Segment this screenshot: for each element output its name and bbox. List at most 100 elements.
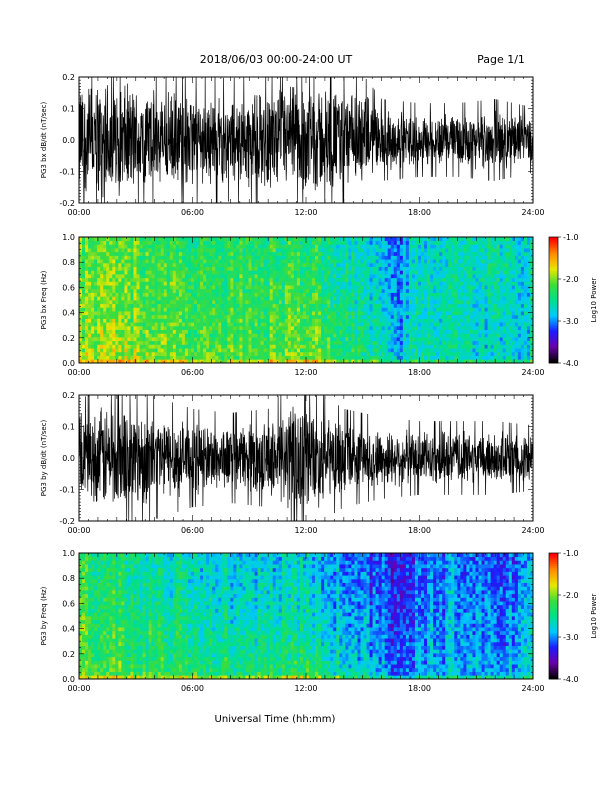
spectrogram-cell	[227, 314, 231, 319]
spectrogram-cell	[302, 348, 307, 353]
spectrogram-cell	[402, 296, 407, 301]
spectrogram-cell	[248, 314, 252, 319]
spectrogram-cell	[402, 288, 407, 293]
spectrogram-cell	[206, 274, 210, 279]
spectrogram-cell	[463, 255, 467, 260]
spectrogram-cell	[284, 344, 289, 349]
spectrogram-cell	[393, 329, 398, 334]
spectrogram-cell	[106, 329, 110, 334]
spectrogram-cell	[130, 274, 134, 279]
spectrogram-cell	[251, 348, 255, 353]
spectrogram-cell	[82, 333, 86, 338]
spectrogram-cell	[284, 266, 289, 271]
spectrogram-cell	[178, 311, 183, 316]
spectrogram-cell	[324, 259, 328, 264]
spectrogram-cell	[218, 314, 222, 319]
spectrogram-cell	[360, 262, 364, 267]
spectrogram-cell	[284, 274, 289, 279]
spectrogram-cell	[103, 255, 107, 260]
spectrogram-cell	[172, 296, 177, 301]
spectrogram-cell	[333, 281, 337, 286]
spectrogram-cell	[457, 240, 461, 245]
spectrogram-cell	[163, 248, 168, 253]
spectrogram-cell	[215, 322, 219, 327]
spectrogram-cell	[112, 325, 116, 330]
spectrogram-cell	[194, 255, 198, 260]
spectrogram-cell	[436, 307, 440, 312]
spectrogram-cell	[215, 355, 219, 360]
spectrogram-cell	[312, 359, 316, 364]
spectrogram-cell	[190, 277, 195, 282]
spectrogram-cell	[287, 248, 292, 253]
spectrogram-cell	[375, 348, 379, 353]
spectrogram-cell	[296, 296, 301, 301]
spectrogram-cell	[445, 288, 449, 293]
spectrogram-cell	[260, 348, 264, 353]
spectrogram-cell	[139, 355, 143, 360]
spectrogram-cell	[460, 333, 464, 338]
spectrogram-cell	[493, 285, 498, 290]
spectrogram-cell	[224, 318, 228, 323]
spectrogram-cell	[496, 244, 501, 249]
spectrogram-cell	[442, 240, 446, 245]
spectrogram-cell	[257, 296, 261, 301]
spectrogram-cell	[94, 259, 98, 264]
spectrogram-cell	[481, 281, 485, 286]
spectrogram-cell	[127, 277, 131, 282]
spectrogram-cell	[157, 262, 162, 267]
spectrogram-cell	[375, 240, 379, 245]
spectrogram-cell	[230, 285, 234, 290]
spectrogram-cell	[248, 237, 252, 242]
spectrogram-cell	[339, 300, 343, 305]
spectrogram-cell	[115, 248, 119, 253]
spectrogram-cell	[106, 337, 110, 342]
spectrogram-cell	[251, 281, 255, 286]
spectrogram-cell	[402, 348, 407, 353]
spectrogram-cell	[399, 270, 404, 275]
spectrogram-cell	[354, 251, 358, 256]
spectrogram-cell	[408, 311, 413, 316]
spectrogram-cell	[139, 281, 143, 286]
spectrogram-cell	[187, 277, 192, 282]
spectrogram-cell	[472, 337, 476, 342]
spectrogram-cell	[433, 285, 437, 290]
spectrogram-cell	[251, 351, 255, 356]
spectrogram-cell	[466, 329, 470, 334]
spectrogram-cell	[197, 251, 201, 256]
spectrogram-cell	[200, 333, 204, 338]
spectrogram-cell	[184, 262, 189, 267]
spectrogram-cell	[197, 237, 201, 242]
spectrogram-cell	[266, 318, 271, 323]
spectrogram-cell	[363, 325, 367, 330]
spectrogram-cell	[215, 237, 219, 242]
spectrogram-cell	[190, 296, 195, 301]
spectrogram-cell	[451, 307, 455, 312]
spectrogram-cell	[221, 262, 225, 267]
spectrogram-cell	[396, 285, 401, 290]
spectrogram-cell	[190, 333, 195, 338]
spectrogram-cell	[184, 303, 189, 308]
spectrogram-cell	[215, 348, 219, 353]
spectrogram-cell	[166, 270, 171, 275]
spectrogram-cell	[281, 314, 286, 319]
spectrogram-cell	[190, 292, 195, 297]
spectrogram-cell	[190, 311, 195, 316]
spectrogram-cell	[315, 240, 319, 245]
spectrogram-cell	[130, 292, 134, 297]
spectrogram-cell	[393, 285, 398, 290]
spectrogram-cell	[490, 251, 495, 256]
spectrogram-cell	[287, 329, 292, 334]
spectrogram-cell	[106, 314, 110, 319]
spectrogram-cell	[215, 281, 219, 286]
spectrogram-cell	[439, 300, 443, 305]
spectrogram-cell	[127, 274, 131, 279]
spectrogram-cell	[302, 292, 307, 297]
spectrogram-cell	[290, 281, 295, 286]
spectrogram-cell	[278, 270, 283, 275]
spectrogram-cell	[281, 344, 286, 349]
spectrogram-cell	[187, 281, 192, 286]
spectrogram-cell	[490, 337, 495, 342]
spectrogram-cell	[411, 348, 416, 353]
spectrogram-cell	[154, 262, 159, 267]
spectrogram-cell	[384, 281, 389, 286]
